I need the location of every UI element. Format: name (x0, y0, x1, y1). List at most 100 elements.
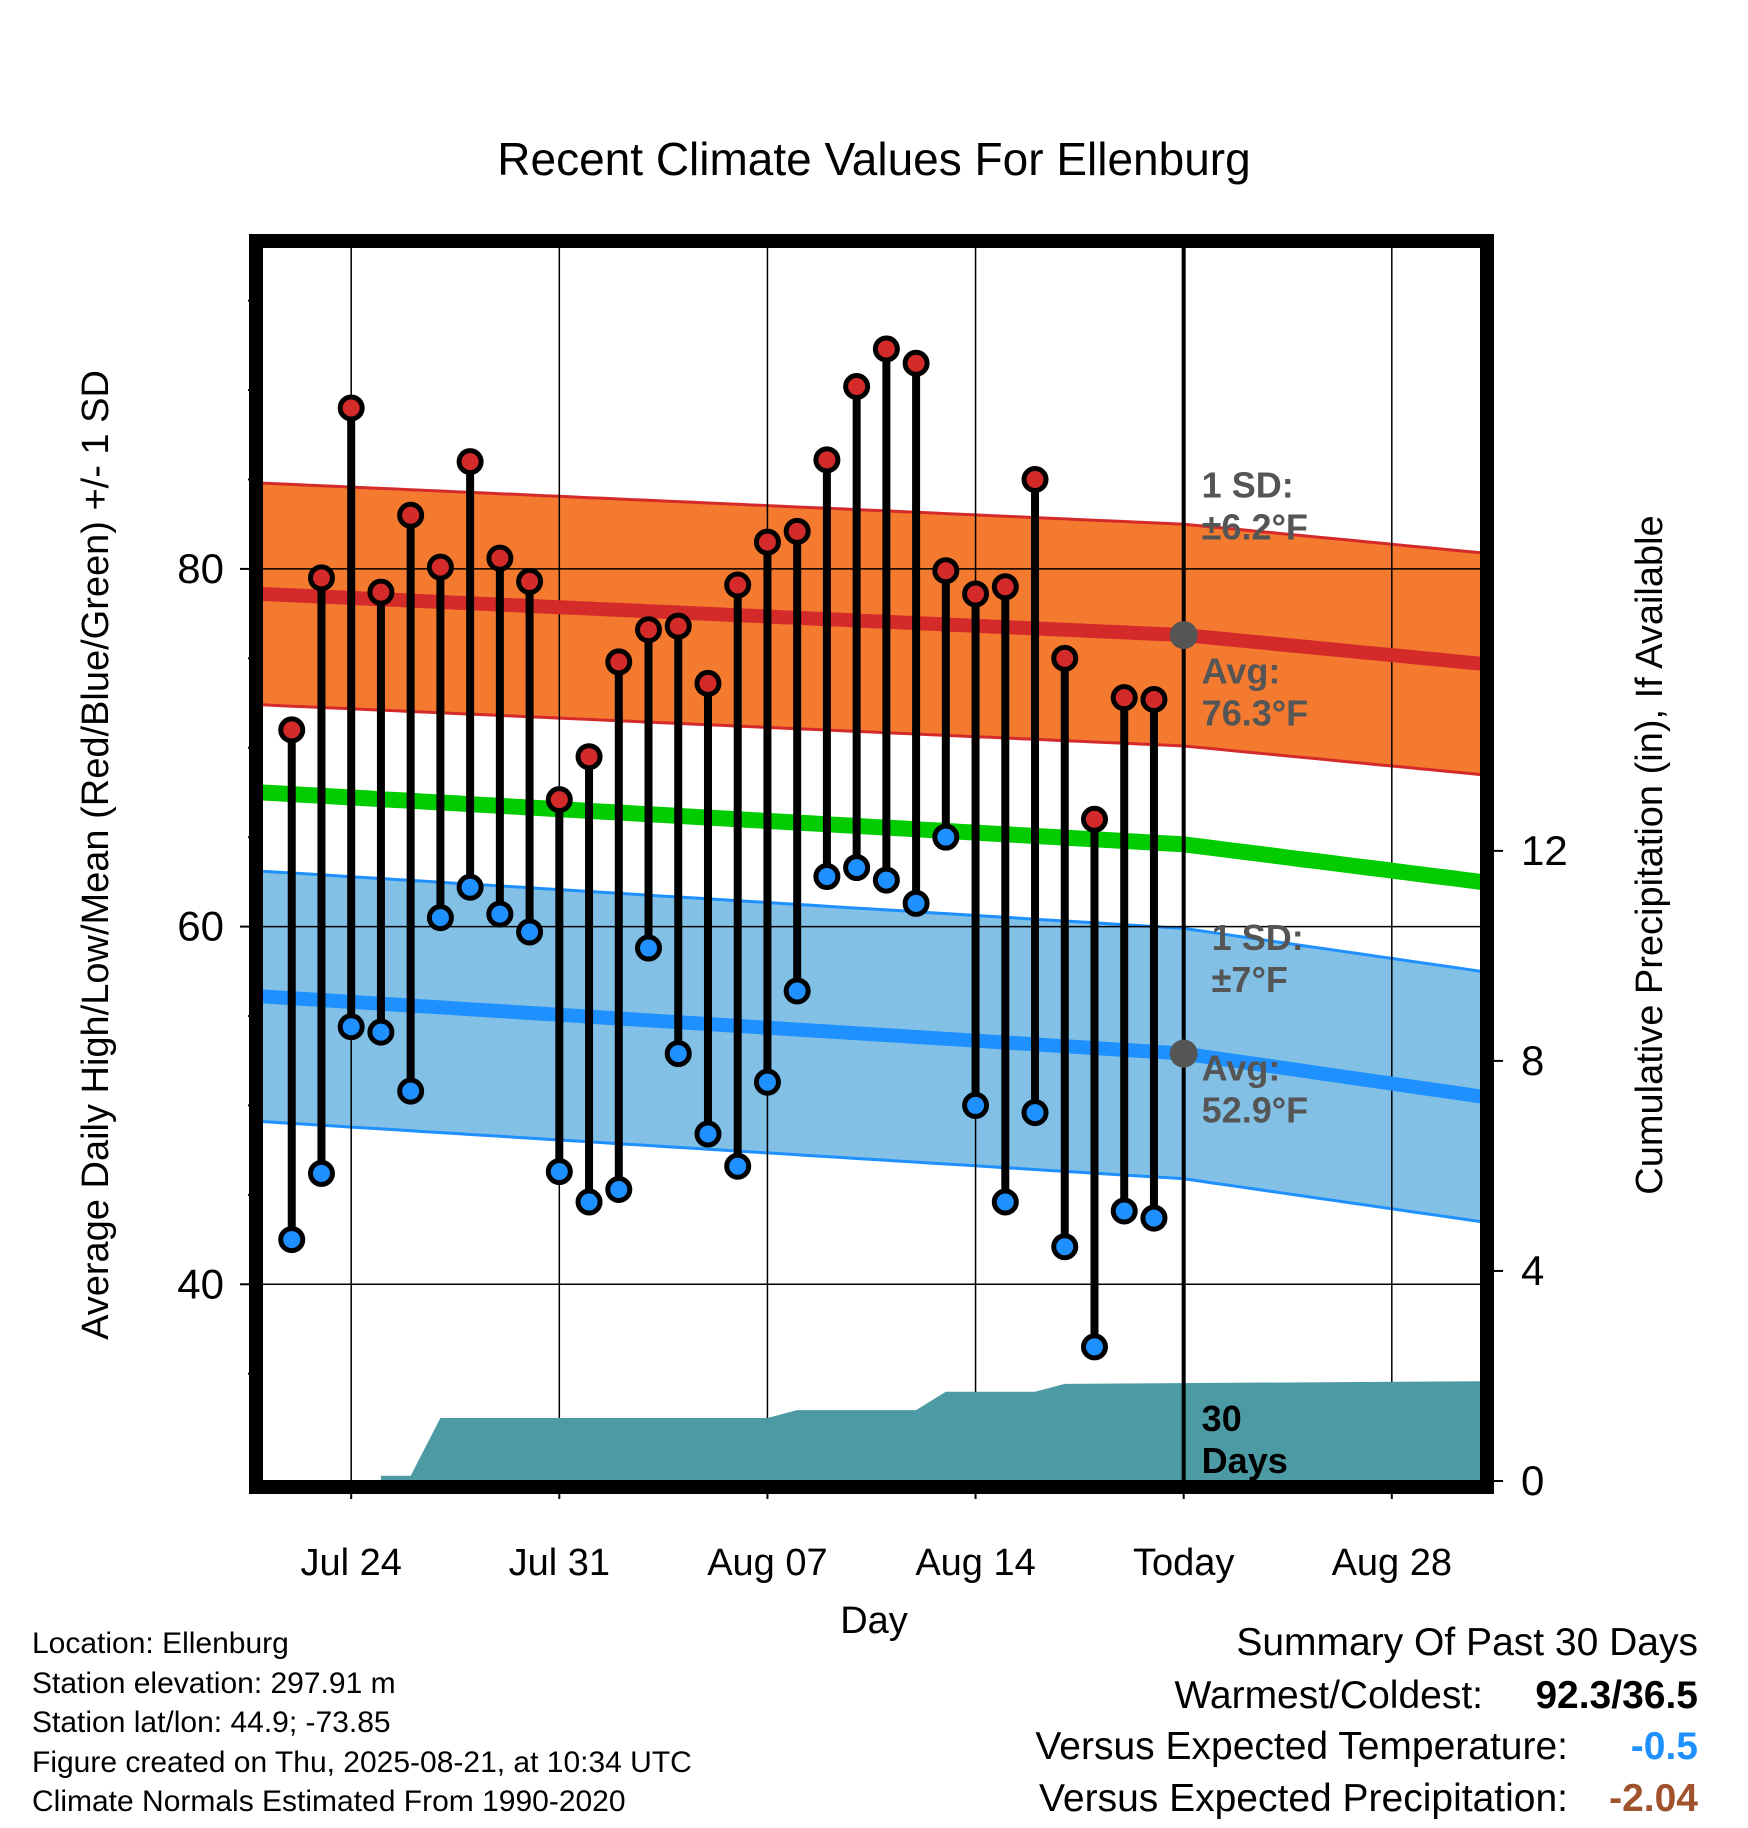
high-avg-annotation: 76.3°F (1202, 692, 1308, 733)
high-point (605, 648, 633, 676)
temp-label: Versus Expected Temperature: (1035, 1725, 1568, 1768)
high-point (575, 743, 603, 771)
high-point (664, 612, 692, 640)
low-sd-band (262, 871, 1481, 1222)
x-tick-label: Jul 31 (509, 1542, 610, 1584)
precip-annotation: Days (1202, 1440, 1288, 1481)
low-point (783, 977, 811, 1005)
elevation-text: Station elevation: 297.91 m (32, 1667, 396, 1700)
high-point (902, 349, 930, 377)
high-avg-annotation: Avg: (1202, 650, 1281, 691)
normals-text: Climate Normals Estimated From 1990-2020 (32, 1785, 626, 1818)
low-point (426, 904, 454, 932)
y-tick-label: 80 (177, 545, 224, 592)
low-point (575, 1188, 603, 1216)
low-point (367, 1018, 395, 1046)
high-point (872, 335, 900, 363)
today-high-avg-marker (1169, 621, 1198, 650)
y-axis-label: Average Daily High/Low/Mean (Red/Blue/Gr… (75, 370, 117, 1340)
low-avg-annotation: Avg: (1202, 1047, 1281, 1088)
chart-title: Recent Climate Values For Ellenburg (497, 133, 1250, 185)
low-point (397, 1077, 425, 1105)
y2-tick-label: 8 (1521, 1037, 1544, 1084)
high-sd-band-lower-edge (261, 703, 1482, 777)
precip-label: Versus Expected Precipitation: (1039, 1777, 1568, 1820)
created-text: Figure created on Thu, 2025-08-21, at 10… (32, 1746, 692, 1779)
y2-tick-label: 12 (1521, 827, 1568, 874)
low-point (545, 1158, 573, 1186)
low-point (694, 1120, 722, 1148)
high-point (843, 372, 871, 400)
location-text: Location: Ellenburg (32, 1627, 289, 1660)
low-point (1110, 1197, 1138, 1225)
high-point (367, 578, 395, 606)
low-point (843, 854, 871, 882)
low-point (962, 1091, 990, 1119)
y2-tick-label: 0 (1521, 1457, 1544, 1504)
summary-title: Summary Of Past 30 Days (1236, 1621, 1698, 1664)
low-point (1021, 1099, 1049, 1127)
high-point (307, 564, 335, 592)
low-point (516, 918, 544, 946)
precip-area (262, 1381, 1481, 1481)
low-point (337, 1013, 365, 1041)
low-point (278, 1226, 306, 1254)
warmest-label: Warmest/Coldest: (1174, 1674, 1483, 1717)
high-point (1051, 644, 1079, 672)
low-point (1080, 1333, 1108, 1361)
high-point (813, 446, 841, 474)
low-point (724, 1152, 752, 1180)
high-point (278, 716, 306, 744)
high-sd-band-upper-edge (261, 481, 1482, 555)
precip-annotation: 30 (1202, 1398, 1242, 1439)
high-point (635, 616, 663, 644)
high-point (1110, 684, 1138, 712)
low-sd-band-lower-edge (261, 1120, 1482, 1224)
low-point (813, 863, 841, 891)
low-point (605, 1175, 633, 1203)
low-point (664, 1040, 692, 1068)
low-sd-annotation: 1 SD: (1212, 917, 1304, 958)
low-point (932, 823, 960, 851)
y2-tick-label: 4 (1521, 1247, 1544, 1294)
high-normal-line (261, 587, 1482, 671)
low-point (635, 934, 663, 962)
x-tick-label: Jul 24 (300, 1542, 401, 1584)
warmest-value: 92.3/36.5 (1535, 1674, 1698, 1717)
low-point (1140, 1204, 1168, 1232)
high-sd-annotation: ±6.2°F (1202, 506, 1308, 547)
low-point (456, 873, 484, 901)
high-point (337, 394, 365, 422)
high-point (783, 517, 811, 545)
high-point (962, 580, 990, 608)
y-tick-label: 60 (177, 903, 224, 950)
temp-value: -0.5 (1630, 1725, 1698, 1768)
high-point (694, 669, 722, 697)
low-point (902, 889, 930, 917)
y2-axis-label: Cumulative Precipitation (in), If Availa… (1629, 515, 1671, 1194)
high-point (932, 557, 960, 585)
high-sd-annotation: 1 SD: (1202, 464, 1294, 505)
high-point (486, 544, 514, 572)
high-point (1140, 685, 1168, 713)
high-point (991, 573, 1019, 601)
plot-frame (249, 234, 1494, 1494)
low-point (486, 900, 514, 928)
low-point (872, 866, 900, 894)
mean-normal-line (261, 784, 1483, 890)
x-tick-label: Aug 07 (707, 1542, 827, 1584)
low-avg-annotation: 52.9°F (1202, 1089, 1308, 1130)
low-point (307, 1159, 335, 1187)
high-point (753, 528, 781, 556)
high-point (516, 567, 544, 595)
high-point (1080, 805, 1108, 833)
x-tick-label: Today (1133, 1542, 1234, 1584)
low-point (753, 1068, 781, 1096)
high-point (456, 448, 484, 476)
low-point (991, 1188, 1019, 1216)
high-point (724, 571, 752, 599)
today-low-avg-marker (1169, 1039, 1198, 1068)
low-normal-line (261, 989, 1483, 1104)
